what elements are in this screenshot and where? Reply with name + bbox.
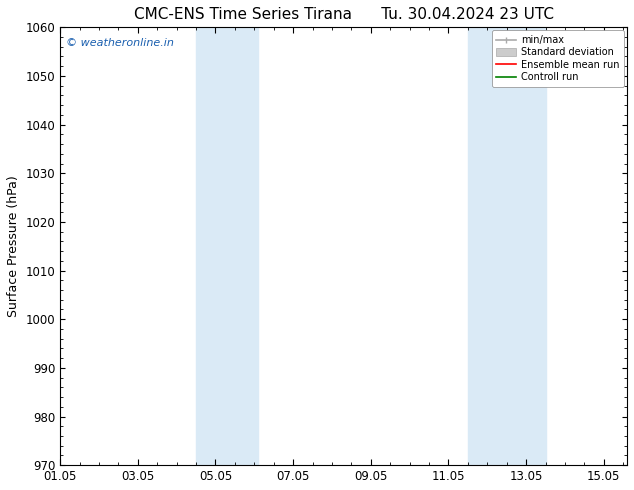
Bar [468,27,545,465]
Bar [196,27,258,465]
Y-axis label: Surface Pressure (hPa): Surface Pressure (hPa) [7,175,20,317]
Text: © weatheronline.in: © weatheronline.in [66,38,174,48]
Legend: min/max, Standard deviation, Ensemble mean run, Controll run: min/max, Standard deviation, Ensemble me… [491,30,624,87]
Title: CMC-ENS Time Series Tirana      Tu. 30.04.2024 23 UTC: CMC-ENS Time Series Tirana Tu. 30.04.202… [134,7,553,22]
